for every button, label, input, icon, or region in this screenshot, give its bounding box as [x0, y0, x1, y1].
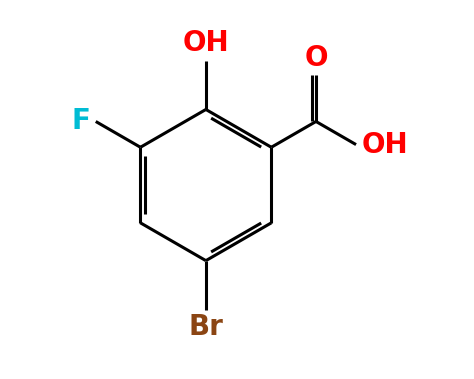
Text: F: F [72, 108, 91, 135]
Text: Br: Br [189, 313, 223, 341]
Text: O: O [304, 44, 328, 72]
Text: OH: OH [182, 29, 229, 57]
Text: OH: OH [361, 131, 408, 158]
